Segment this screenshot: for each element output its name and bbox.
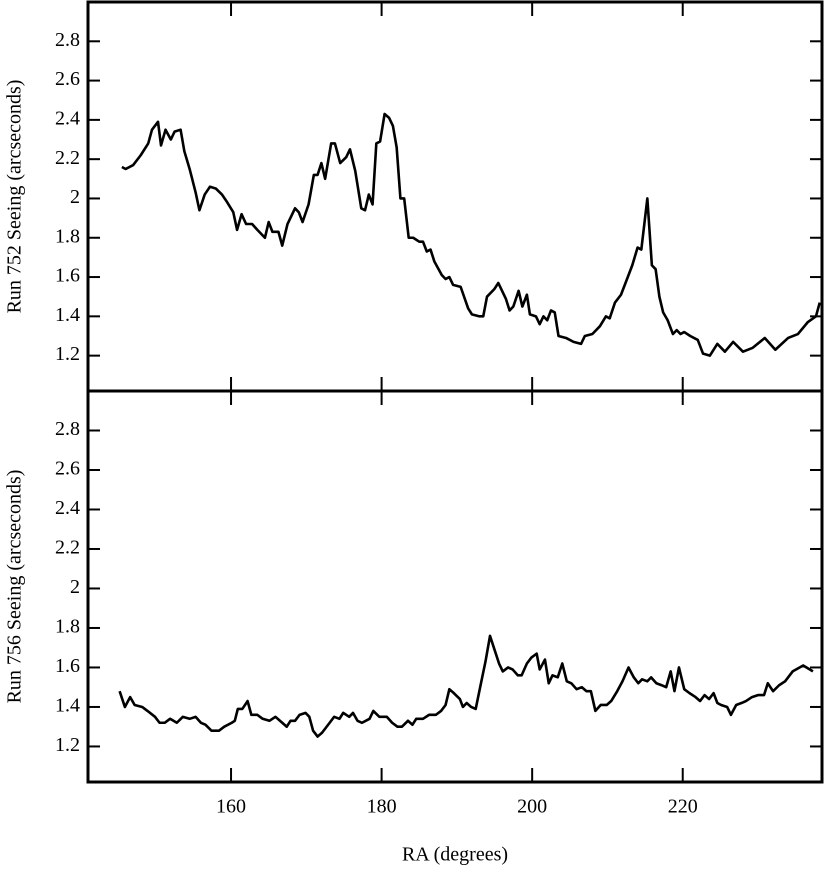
y-axis-label: Run 752 Seeing (arcseconds): [4, 80, 26, 314]
y-tick-label: 2: [70, 576, 80, 598]
y-tick-label: 1.2: [55, 343, 80, 365]
y-tick-label: 2.6: [55, 458, 80, 480]
y-tick-label: 1.8: [55, 616, 80, 638]
y-tick-label: 2.8: [55, 29, 80, 51]
y-tick-label: 1.6: [55, 655, 80, 677]
x-tick-label: 160: [216, 796, 246, 818]
plot-frame: [86, 389, 824, 784]
x-tick-label: 180: [367, 796, 397, 818]
x-tick-label: 220: [668, 796, 698, 818]
y-tick-label: 1.2: [55, 734, 80, 756]
data-line: [118, 634, 814, 738]
x-axis-label: RA (degrees): [402, 844, 508, 866]
y-tick-label: 1.4: [55, 304, 80, 326]
y-tick-label: 1.6: [55, 265, 80, 287]
data-line: [121, 112, 821, 357]
y-tick-label: 2.2: [55, 537, 80, 559]
y-tick-label: 2: [70, 186, 80, 208]
y-tick-label: 1.8: [55, 225, 80, 247]
y-tick-label: 1.4: [55, 695, 80, 717]
y-tick-label: 2.4: [55, 497, 80, 519]
y-tick-label: 2.2: [55, 147, 80, 169]
plot-frame: [86, 0, 824, 393]
y-tick-label: 2.8: [55, 418, 80, 440]
x-tick-label: 200: [517, 796, 547, 818]
y-axis-label: Run 756 Seeing (arcseconds): [4, 470, 26, 704]
y-tick-label: 2.6: [55, 68, 80, 90]
y-tick-label: 2.4: [55, 107, 80, 129]
